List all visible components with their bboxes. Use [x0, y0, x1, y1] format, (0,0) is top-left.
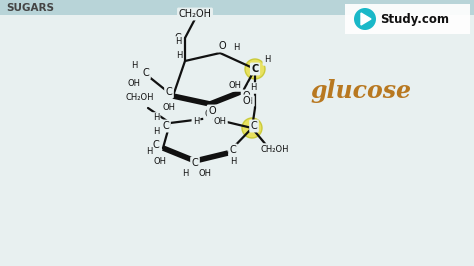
Text: H: H [193, 117, 199, 126]
Text: O: O [242, 91, 250, 101]
Text: O: O [218, 41, 226, 51]
Text: C: C [165, 87, 173, 97]
Text: H: H [250, 84, 256, 93]
Polygon shape [361, 13, 371, 25]
Text: C: C [163, 121, 169, 131]
Text: CH₂OH: CH₂OH [126, 94, 154, 102]
Text: OH: OH [240, 97, 254, 106]
Text: H: H [131, 61, 137, 70]
Text: O: O [242, 96, 250, 106]
Text: O: O [208, 106, 216, 116]
Text: C: C [191, 158, 199, 168]
Text: H: H [175, 38, 181, 47]
Text: H: H [176, 52, 182, 60]
Text: H: H [230, 157, 236, 167]
Text: C: C [251, 121, 257, 131]
Text: C: C [153, 140, 159, 150]
Text: H: H [264, 56, 270, 64]
Text: C: C [174, 33, 182, 43]
Text: Study.com: Study.com [380, 13, 449, 26]
Text: OH: OH [163, 102, 175, 111]
Text: H: H [146, 147, 152, 156]
Text: H: H [153, 127, 159, 136]
FancyBboxPatch shape [345, 4, 470, 34]
Circle shape [245, 59, 265, 79]
Text: OH: OH [199, 168, 211, 177]
Text: H: H [153, 114, 159, 123]
Text: SUGARS: SUGARS [6, 3, 54, 13]
Text: H: H [233, 44, 239, 52]
Circle shape [354, 8, 376, 30]
Text: H: H [182, 168, 188, 177]
Text: OH: OH [154, 156, 166, 165]
Circle shape [242, 118, 262, 138]
Text: OH: OH [228, 81, 241, 90]
Text: OH: OH [213, 117, 227, 126]
Text: OH: OH [128, 80, 140, 89]
FancyBboxPatch shape [0, 0, 474, 15]
Text: C: C [143, 68, 149, 78]
Text: C: C [251, 64, 259, 74]
Text: CH₂OH: CH₂OH [179, 9, 211, 19]
Text: C: C [205, 109, 211, 119]
Text: CH₂OH: CH₂OH [261, 144, 289, 153]
Text: glucose: glucose [310, 79, 411, 103]
Text: C: C [229, 145, 237, 155]
